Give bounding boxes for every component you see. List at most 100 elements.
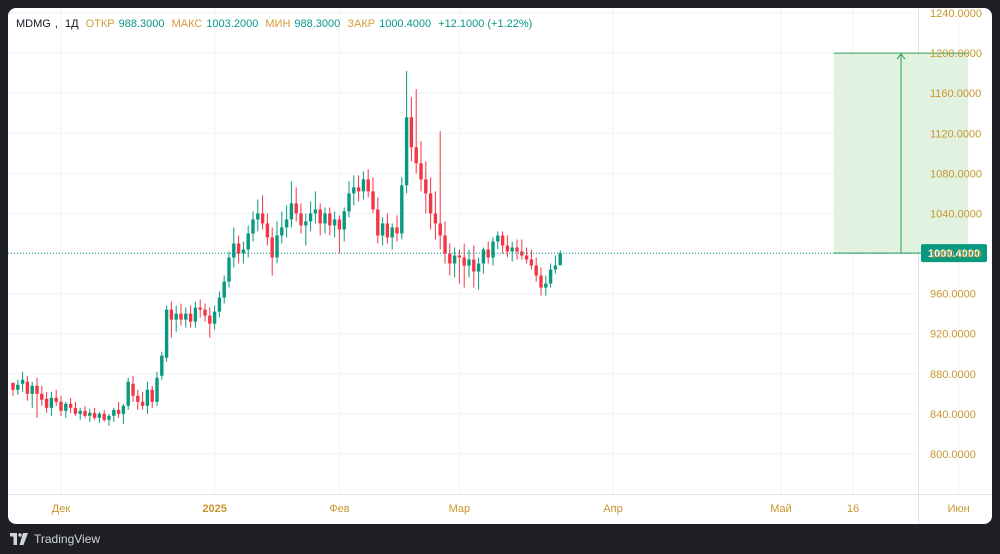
candle-body	[64, 403, 68, 411]
candle-up	[241, 241, 246, 264]
candle-down	[92, 407, 97, 420]
candle-up	[193, 301, 198, 328]
candle-body	[438, 223, 442, 236]
brand-name[interactable]: TradingView	[34, 532, 101, 546]
candle-body	[260, 213, 265, 224]
projection-arrow-head	[896, 53, 906, 60]
candle-body	[376, 209, 380, 236]
y-tick-label: 1040.0000	[930, 208, 982, 220]
candle-down	[424, 161, 428, 214]
price-projection[interactable]	[833, 52, 969, 254]
candle-down	[179, 303, 183, 326]
candle-up	[121, 403, 126, 424]
low-value: 988.3000	[294, 18, 341, 30]
candle-down	[385, 213, 390, 244]
candle-up	[553, 255, 558, 274]
candle-up	[145, 381, 150, 414]
candle-body	[88, 412, 92, 416]
candle-down	[529, 249, 534, 270]
y-tick-label: 1160.0000	[930, 88, 981, 100]
candle-body	[270, 237, 274, 258]
candle-down	[433, 191, 438, 240]
candle-body	[419, 163, 423, 180]
candle-body	[30, 385, 34, 394]
candle-down	[419, 141, 423, 192]
candle-body	[59, 401, 63, 411]
open-value: 988.3000	[118, 18, 165, 30]
time-axis[interactable]: Дек 2025 Фев Мар Апр Май 16 Июн	[52, 503, 970, 515]
x-tick-label: Дек	[52, 503, 71, 515]
candle-body	[40, 393, 44, 400]
candle-up	[510, 241, 514, 262]
candle-down	[11, 382, 15, 396]
candle-down	[409, 97, 414, 162]
candle-down	[515, 239, 519, 260]
candle-up	[347, 181, 351, 218]
candle-down	[414, 89, 418, 174]
candle-body	[328, 213, 332, 226]
y-tick-label: 1000.0000	[930, 249, 982, 261]
tradingview-logo-icon[interactable]	[10, 533, 28, 545]
candle-up	[251, 211, 255, 242]
candle-up	[284, 205, 289, 238]
candle-up	[160, 351, 164, 380]
candle-down	[83, 405, 87, 418]
candle-body	[332, 219, 337, 226]
candle-up	[212, 305, 217, 330]
candle-down	[59, 395, 63, 416]
candle-body	[361, 179, 366, 192]
candle-body	[539, 275, 543, 288]
candle-body	[246, 233, 250, 250]
symbol-name[interactable]: MDMG	[16, 18, 51, 30]
candle-body	[112, 409, 116, 416]
y-tick-label: 800.0000	[930, 449, 976, 461]
candle-up	[313, 191, 318, 224]
candle-body	[448, 253, 452, 264]
candle-body	[529, 259, 534, 266]
price-axis[interactable]: 800.0000 840.0000 880.0000 920.0000 960.0000…	[930, 8, 982, 461]
candle-body	[476, 263, 481, 272]
candle-up	[232, 227, 236, 268]
candle-down	[371, 177, 375, 214]
candle-down	[188, 305, 193, 328]
candle-body	[457, 255, 462, 258]
candle-body	[467, 259, 471, 266]
candle-body	[11, 382, 15, 390]
candle-body	[275, 235, 279, 258]
candle-body	[116, 409, 121, 414]
candle-up	[380, 217, 385, 246]
candle-body	[313, 209, 318, 214]
candle-body	[25, 381, 30, 394]
candle-body	[54, 397, 58, 402]
candle-body	[184, 313, 188, 320]
candle-up	[275, 221, 279, 264]
candle-down	[472, 245, 476, 288]
candle-up	[107, 413, 111, 426]
price-chart[interactable]: 1000.4000 800.0000 840.0000 880.0000 920.00…	[8, 8, 992, 524]
symbol-legend: MDMG, 1Д ОТКР 988.3000 МАКС 1003.2000 МИН 9…	[16, 16, 536, 32]
candle-body	[136, 395, 140, 402]
candle-down	[131, 375, 135, 402]
y-tick-label: 920.0000	[930, 329, 976, 341]
candle-body	[342, 211, 346, 230]
y-tick-label: 880.0000	[930, 369, 976, 381]
candle-body	[107, 415, 111, 420]
candle-down	[328, 207, 332, 236]
interval[interactable]: 1Д	[64, 18, 79, 30]
candle-down	[198, 299, 202, 318]
candle-body	[174, 313, 178, 320]
candle-up	[332, 211, 337, 238]
y-tick-label: 1200.0000	[930, 48, 982, 60]
candle-body	[73, 407, 78, 414]
candle-body	[462, 257, 466, 266]
candle-body	[35, 385, 39, 394]
legend-separator: ,	[54, 18, 58, 30]
candle-body	[294, 203, 298, 214]
candle-down	[299, 203, 303, 234]
change-value: +12.1000 (+1.22%)	[438, 18, 533, 30]
candle-body	[164, 309, 169, 358]
x-tick-label: 16	[847, 503, 859, 515]
candle-down	[44, 391, 49, 413]
candle-up	[49, 391, 54, 416]
candle-body	[491, 241, 495, 258]
